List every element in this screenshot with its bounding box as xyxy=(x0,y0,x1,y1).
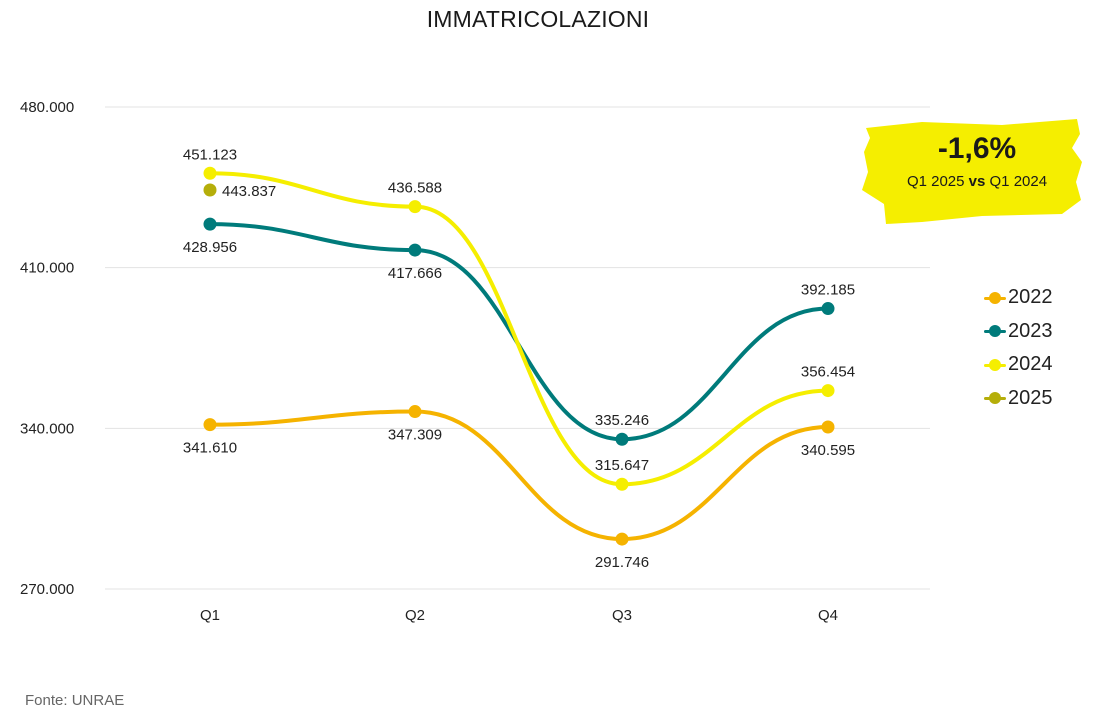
x-tick-label: Q1 xyxy=(200,607,220,624)
data-label-2023-Q1: 428.956 xyxy=(183,239,237,256)
gridlines xyxy=(105,106,930,590)
data-point-2022-Q3 xyxy=(615,532,629,546)
data-point-2023-Q4 xyxy=(821,302,835,316)
chart-title: IMMATRICOLAZIONI xyxy=(426,6,650,32)
data-label-2025-Q1: 443.837 xyxy=(222,183,276,200)
legend-item-2024: 2024 xyxy=(984,348,1053,382)
y-tick-label: 270.000 xyxy=(20,581,74,598)
data-label-2024-Q3: 315.647 xyxy=(595,457,649,474)
legend-item-2025: 2025 xyxy=(984,382,1053,416)
legend-swatch xyxy=(984,358,1006,372)
legend: 2022 2023 2024 2025 xyxy=(984,281,1053,415)
data-label-2023-Q3: 335.246 xyxy=(595,412,649,429)
highlight-brush-shape xyxy=(862,119,1082,224)
legend-swatch xyxy=(984,391,1006,405)
legend-label: 2025 xyxy=(1008,386,1053,409)
data-point-2022-Q4 xyxy=(821,420,835,434)
x-tick-label: Q2 xyxy=(405,607,425,624)
y-tick-label: 480.000 xyxy=(20,99,74,116)
axis-labels: 270.000 340.000 410.000 480.000 Q1 Q2 Q3 Q4 xyxy=(20,99,838,624)
highlight-callout: -1,6% Q1 2025 vs Q1 2024 xyxy=(862,112,1082,227)
x-tick-label: Q4 xyxy=(818,607,838,624)
series-line-2023 xyxy=(208,222,830,442)
data-point-2023-Q3 xyxy=(615,432,629,446)
legend-label: 2022 xyxy=(1008,286,1053,309)
series-lines xyxy=(203,166,835,546)
legend-swatch xyxy=(984,291,1006,305)
data-point-2024-Q3 xyxy=(615,477,629,491)
data-label-2022-Q1: 341.610 xyxy=(183,440,237,457)
data-point-2023-Q1 xyxy=(203,217,217,231)
data-label-2022-Q3: 291.746 xyxy=(595,554,649,571)
data-label-2023-Q4: 392.185 xyxy=(801,282,855,299)
data-point-2024-Q4 xyxy=(821,384,835,398)
legend-item-2022: 2022 xyxy=(984,281,1053,315)
source-note: Fonte: UNRAE xyxy=(25,692,125,709)
data-label-2022-Q2: 347.309 xyxy=(388,427,442,444)
legend-item-2023: 2023 xyxy=(984,315,1053,349)
y-tick-label: 410.000 xyxy=(20,260,74,277)
highlight-caption: Q1 2025 vs Q1 2024 xyxy=(862,173,1092,190)
data-point-2022-Q1 xyxy=(203,418,217,432)
x-tick-label: Q3 xyxy=(612,607,632,624)
data-label-2022-Q4: 340.595 xyxy=(801,442,855,459)
series-line-2022 xyxy=(208,409,830,542)
data-point-2022-Q2 xyxy=(408,405,422,419)
data-point-2024-Q2 xyxy=(408,200,422,214)
highlight-caption-current: Q1 2025 xyxy=(906,173,965,190)
highlight-value: -1,6% xyxy=(937,132,1017,165)
series-line-2024 xyxy=(208,171,830,487)
data-point-2025-Q1 xyxy=(203,183,217,197)
legend-label: 2024 xyxy=(1008,353,1053,376)
data-label-2024-Q2: 436.588 xyxy=(388,180,442,197)
y-tick-label: 340.000 xyxy=(20,420,74,437)
highlight-caption-vs: vs xyxy=(968,173,986,190)
data-point-2023-Q2 xyxy=(408,243,422,257)
legend-swatch xyxy=(984,324,1006,338)
highlight-caption-previous: Q1 2024 xyxy=(989,173,1048,190)
data-labels: 341.610 347.309 291.746 340.595 428.956 417.6… xyxy=(183,146,855,571)
data-label-2024-Q1: 451.123 xyxy=(183,146,237,163)
legend-label: 2023 xyxy=(1008,319,1053,342)
data-point-2024-Q1 xyxy=(203,166,217,180)
data-label-2024-Q4: 356.454 xyxy=(801,364,855,381)
data-label-2023-Q2: 417.666 xyxy=(388,265,442,282)
